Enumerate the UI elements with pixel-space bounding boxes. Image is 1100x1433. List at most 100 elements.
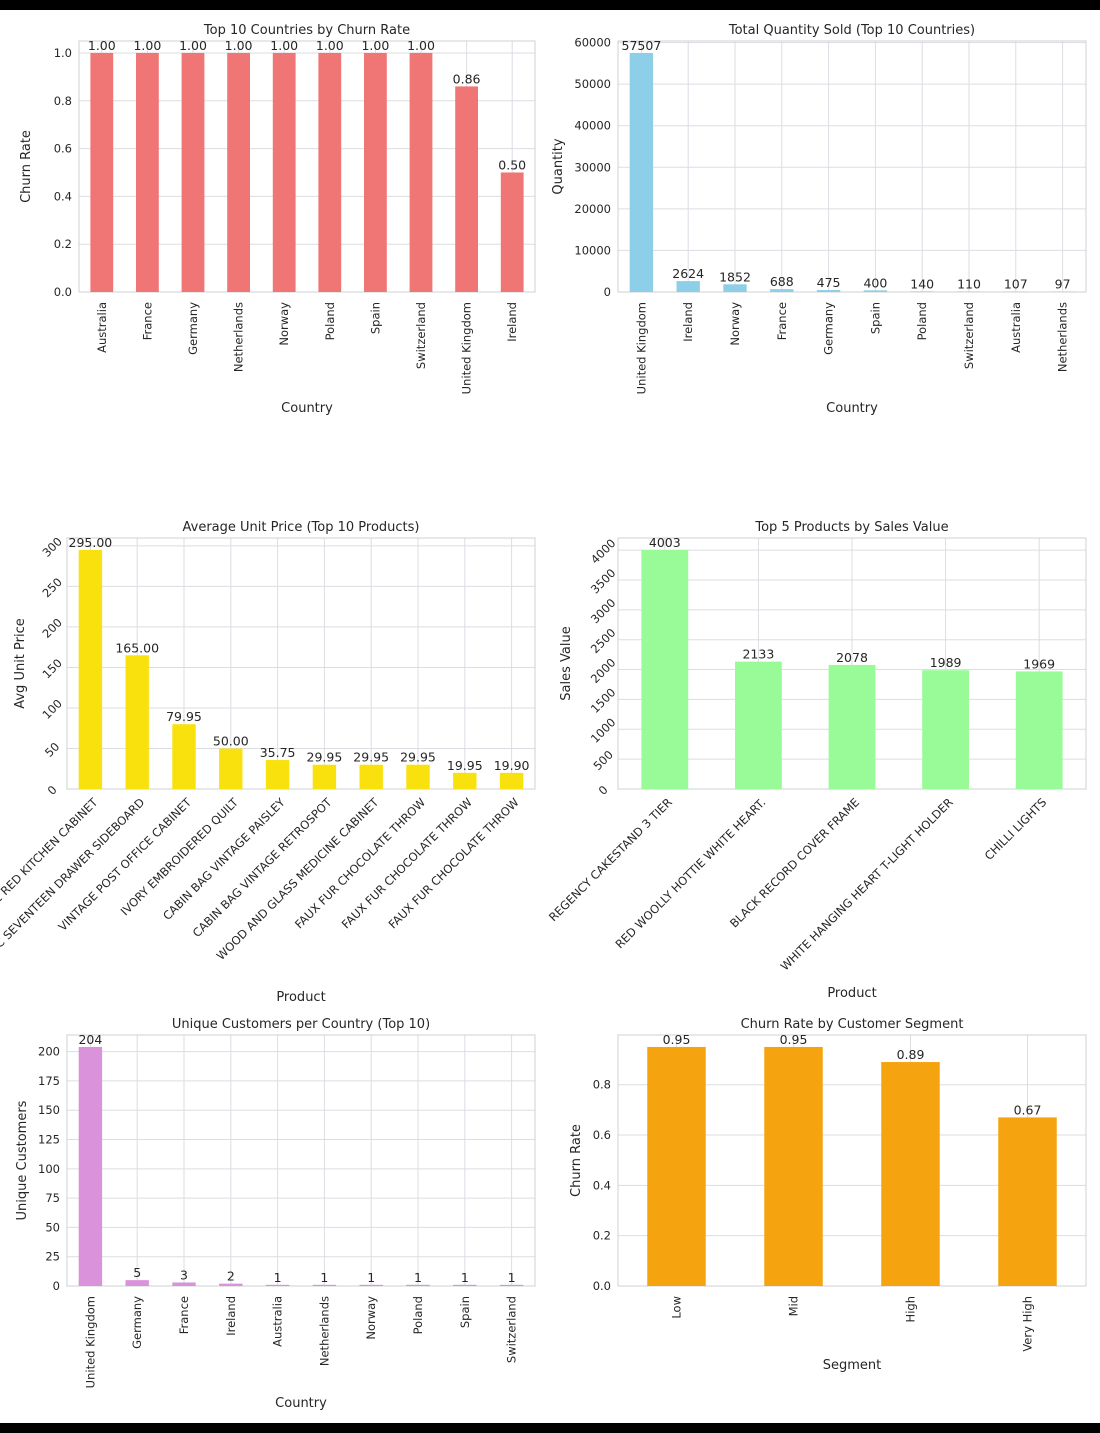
y-tick-label: 0 <box>596 783 611 798</box>
data-label: 1.00 <box>179 38 207 53</box>
data-label: 57507 <box>622 38 662 53</box>
x-axis-label: Country <box>275 1396 327 1411</box>
y-tick-label: 500 <box>590 748 615 773</box>
x-tick-label: United Kingdom <box>634 302 648 394</box>
chart-title: Total Quantity Sold (Top 10 Countries) <box>728 23 975 38</box>
x-tick-label: WOOD AND GLASS MEDICINE CABINET <box>214 795 382 963</box>
y-tick-label: 4000 <box>588 536 619 567</box>
bar <box>828 664 876 789</box>
bar <box>881 1062 940 1286</box>
chart-title: Unique Customers per Country (Top 10) <box>172 1017 430 1032</box>
x-tick-label: France <box>177 1296 191 1334</box>
x-tick-label: Spain <box>458 1296 472 1328</box>
data-label: 165.00 <box>115 640 159 655</box>
chart-title: Top 5 Products by Sales Value <box>754 520 948 535</box>
bar <box>78 549 103 789</box>
y-axis-label: Avg Unit Price <box>13 618 28 709</box>
data-label: 1.00 <box>407 38 435 53</box>
y-tick-label: 50 <box>42 740 62 760</box>
x-axis-label: Product <box>276 990 325 1005</box>
bar <box>641 549 689 789</box>
bar <box>770 289 794 292</box>
y-axis-label: Quantity <box>551 138 566 194</box>
data-label: 204 <box>78 1032 102 1047</box>
x-axis-label: Segment <box>823 1358 882 1373</box>
data-label: 4003 <box>649 535 681 550</box>
data-label: 295.00 <box>69 535 113 550</box>
data-label: 1852 <box>719 269 751 284</box>
data-label: 1 <box>414 1270 422 1285</box>
bar <box>136 52 159 293</box>
data-label: 0.95 <box>663 1032 691 1047</box>
y-tick-label: 0.0 <box>593 1279 611 1293</box>
bar <box>629 52 654 292</box>
data-label: 1.00 <box>88 38 116 53</box>
y-tick-label: 50000 <box>574 77 611 91</box>
x-tick-label: Australia <box>95 302 109 353</box>
y-tick-label: 0.0 <box>54 285 72 299</box>
x-tick-label: Low <box>670 1296 684 1319</box>
x-tick-label: Spain <box>368 302 382 334</box>
x-tick-label: United Kingdom <box>460 302 474 394</box>
bar <box>265 1284 290 1286</box>
bar <box>453 1284 477 1286</box>
x-tick-label: RED WOOLLY HOTTIE WHITE HEART. <box>612 795 768 951</box>
y-tick-label: 0 <box>604 285 611 299</box>
plot-frame <box>66 537 536 790</box>
data-label: 1969 <box>1023 656 1055 671</box>
bar <box>318 52 342 293</box>
y-tick-label: 1.0 <box>54 46 72 60</box>
y-axis-label: Churn Rate <box>569 1124 584 1197</box>
x-tick-label: Germany <box>130 1296 144 1349</box>
bar <box>499 772 524 789</box>
bar <box>265 760 290 789</box>
bar <box>219 748 243 789</box>
y-tick-label: 100 <box>38 1162 60 1176</box>
chart-title: Average Unit Price (Top 10 Products) <box>183 520 420 535</box>
bar <box>125 655 149 789</box>
data-label: 1 <box>274 1270 282 1285</box>
y-tick-label: 20000 <box>574 202 611 216</box>
data-label: 1.00 <box>270 38 298 53</box>
x-tick-label: Switzerland <box>962 302 976 369</box>
x-tick-label: Australia <box>271 1296 285 1347</box>
data-label: 0.89 <box>897 1047 925 1062</box>
plot-frame <box>617 1034 1087 1287</box>
data-label: 0.67 <box>1014 1102 1042 1117</box>
bar <box>406 1284 430 1286</box>
x-tick-label: Switzerland <box>414 302 428 369</box>
x-tick-label: Ireland <box>505 302 519 342</box>
x-tick-label: Germany <box>186 302 200 355</box>
y-tick-label: 2500 <box>588 626 619 657</box>
data-label: 2624 <box>672 266 704 281</box>
x-tick-label: Norway <box>364 1296 378 1340</box>
x-tick-label: High <box>904 1296 918 1322</box>
x-tick-label: Ireland <box>681 302 695 342</box>
plot-frame <box>78 40 536 293</box>
data-label: 1 <box>461 1270 469 1285</box>
data-label: 1 <box>320 1270 328 1285</box>
data-label: 50.00 <box>213 733 249 748</box>
y-axis-label: Sales Value <box>559 626 574 700</box>
data-label: 140 <box>910 276 934 291</box>
data-label: 1.00 <box>316 38 344 53</box>
bar <box>455 86 478 293</box>
data-label: 1 <box>508 1270 516 1285</box>
x-tick-label: Netherlands <box>317 1296 331 1366</box>
plot-frame <box>617 40 1087 293</box>
data-label: 107 <box>1004 277 1028 292</box>
bar <box>359 1284 383 1286</box>
y-tick-label: 0 <box>45 783 60 798</box>
y-tick-label: 0.4 <box>593 1178 611 1192</box>
x-tick-label: United Kingdom <box>83 1296 97 1388</box>
y-tick-label: 0.6 <box>593 1128 611 1142</box>
chart-1: 0.0 0.2 0.4 0.6 0.8 1.0 1.00 1.00 1.00 1.00 1.00 1.… <box>19 23 536 416</box>
bar <box>219 1283 243 1286</box>
bar <box>181 52 205 293</box>
bar <box>172 724 196 789</box>
y-tick-label: 0.4 <box>54 189 72 203</box>
data-label: 97 <box>1055 277 1071 292</box>
bar <box>998 1117 1057 1286</box>
data-label: 2133 <box>742 647 774 662</box>
